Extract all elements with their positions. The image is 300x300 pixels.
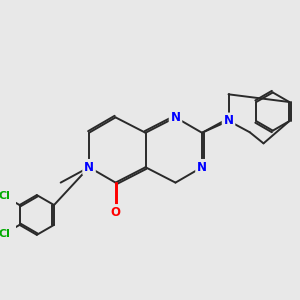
Text: N: N: [224, 114, 233, 127]
Text: N: N: [170, 111, 181, 124]
Text: Cl: Cl: [0, 229, 11, 238]
Text: N: N: [197, 161, 207, 174]
Text: O: O: [111, 206, 121, 219]
Text: N: N: [84, 161, 94, 174]
Text: Cl: Cl: [0, 191, 11, 201]
